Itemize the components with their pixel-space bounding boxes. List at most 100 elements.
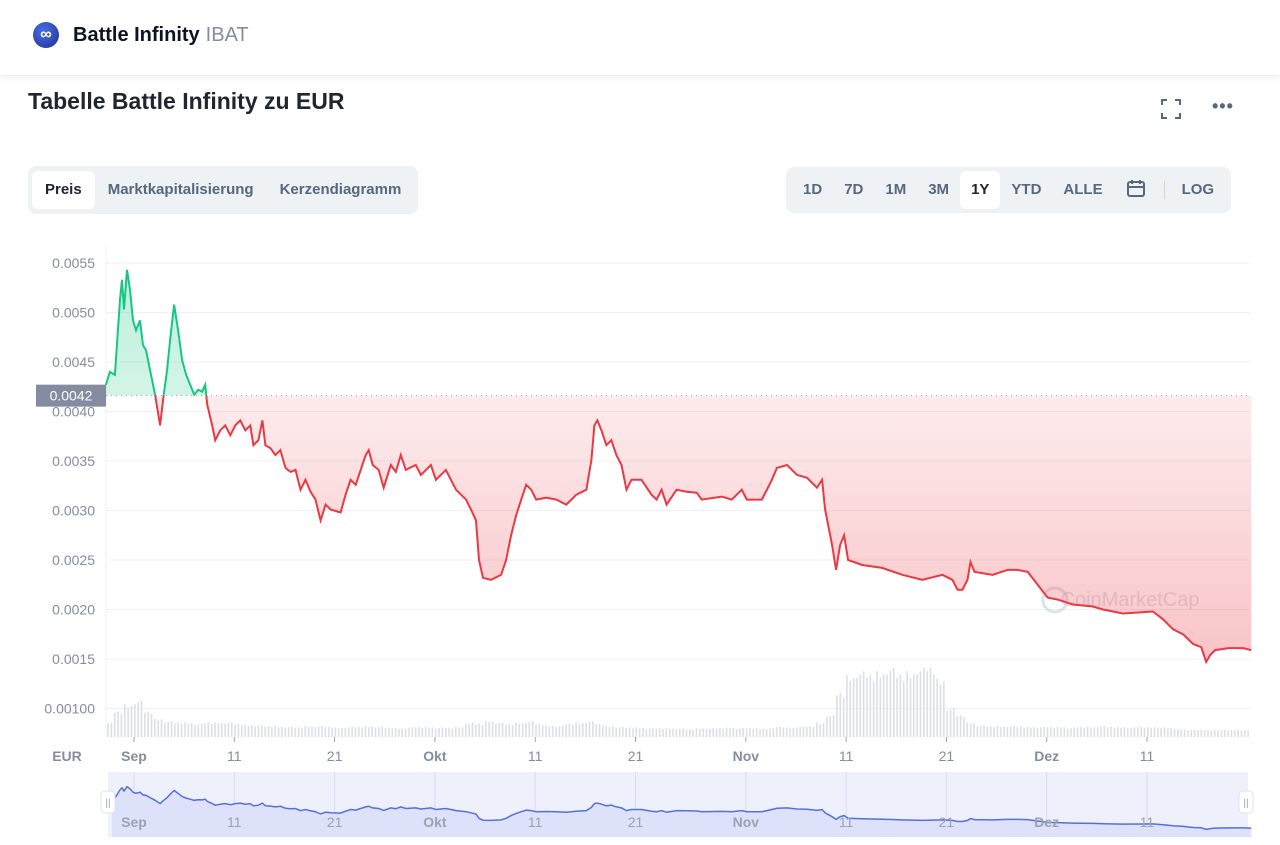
range-all[interactable]: ALLE [1063,181,1103,198]
volume-bar [368,727,370,737]
volume-bar [966,722,969,737]
volume-bar [632,728,634,737]
volume-bar [317,726,320,737]
volume-bar [1036,727,1039,737]
volume-bar [618,727,621,737]
coin-symbol: IBAT [205,24,249,46]
volume-bar [247,725,250,737]
navigator-right-handle[interactable] [1238,790,1254,814]
volume-bar [1006,727,1009,737]
volume-bar [501,722,504,737]
currency-label: EUR [52,748,82,764]
volume-bar [491,721,494,737]
navigator-tick-label: Okt [423,814,447,830]
volume-bar [902,681,905,737]
volume-bar [424,726,427,737]
calendar-icon[interactable] [1114,171,1158,209]
volume-bar [785,727,788,737]
volume-bar [281,726,283,737]
navigator-tick-label: Dez [1034,814,1059,830]
range-1y[interactable]: 1Y [960,171,1001,209]
volume-bar [665,728,668,737]
volume-bar [204,723,206,737]
volume-bar [478,723,480,737]
volume-bar [1133,727,1136,737]
volume-bar [284,727,287,737]
volume-bar [1140,726,1142,737]
volume-bar [598,723,601,737]
volume-bar [999,727,1002,737]
volume-bar [277,727,280,737]
price-line-down [154,395,1252,665]
volume-bar [1143,727,1146,737]
volume-bar [929,667,932,737]
navigator-left-handle[interactable] [100,790,116,814]
tab-price[interactable]: Preis [32,171,95,209]
volume-bar [224,723,226,737]
price-line-up [104,269,208,396]
volume-bar [832,715,835,737]
y-tick-label: 0.00100 [44,701,95,717]
volume-bar [177,722,180,737]
volume-bar [715,728,718,737]
volume-bar [1100,726,1102,737]
volume-bar [802,726,805,737]
volume-bar [876,671,878,737]
volume-bar [842,697,845,737]
volume-bar [154,718,156,737]
volume-bar [912,674,915,737]
volume-bar [565,724,567,737]
tab-market-cap[interactable]: Marktkapitalisierung [107,181,254,198]
range-1m[interactable]: 1M [885,181,907,198]
volume-bar [1160,727,1163,737]
volume-bar [521,723,524,737]
volume-bar [762,728,765,737]
range-7d[interactable]: 7D [844,181,864,198]
volume-bar [207,722,210,737]
y-tick-label: 0.0045 [52,354,95,370]
range-ytd[interactable]: YTD [1011,181,1042,198]
volume-bar [1060,727,1062,737]
volume-bar [859,674,862,737]
left-handle-grip-icon: || [105,798,110,809]
volume-bar [541,725,544,737]
range-1d[interactable]: 1D [803,181,823,198]
range-3m[interactable]: 3M [928,181,950,198]
volume-bar [668,729,671,737]
volume-bar [267,726,270,737]
log-scale-toggle[interactable]: LOG [1181,181,1215,198]
time-range-selector: 1D 7D 1M 3M 1Y YTD ALLE LOG [786,167,1232,213]
volume-bar [592,720,594,737]
y-tick-label: 0.0055 [52,255,95,271]
volume-bar [1173,729,1176,737]
volume-bar [441,727,444,737]
volume-bar [394,728,397,737]
volume-bar [391,728,394,737]
volume-bar [809,726,811,737]
volume-bar [217,723,220,737]
volume-bar [137,702,139,737]
volume-bar [314,727,317,737]
volume-bar [1183,729,1186,737]
volume-bar [548,726,551,737]
volume-bar [311,726,313,737]
navigator[interactable] [108,772,1248,837]
volume-bar [993,727,995,737]
navigator-tick-label: 21 [327,814,343,830]
volume-bar [585,722,587,737]
fullscreen-icon[interactable] [1160,98,1182,125]
volume-bar [274,726,277,737]
volume-bar [458,727,460,737]
volume-bar [1157,728,1159,737]
more-options-icon[interactable]: ••• [1212,96,1234,116]
volume-bar [134,704,136,737]
volume-bar [775,727,778,737]
volume-bar [130,705,133,737]
volume-bar [752,729,755,737]
volume-bar [1200,729,1203,737]
tab-candlestick[interactable]: Kerzendiagramm [279,181,402,198]
x-tick-label: Sep [121,748,147,764]
volume-bar [464,723,467,737]
x-tick-label: 11 [1140,748,1155,764]
volume-bar [471,722,474,737]
